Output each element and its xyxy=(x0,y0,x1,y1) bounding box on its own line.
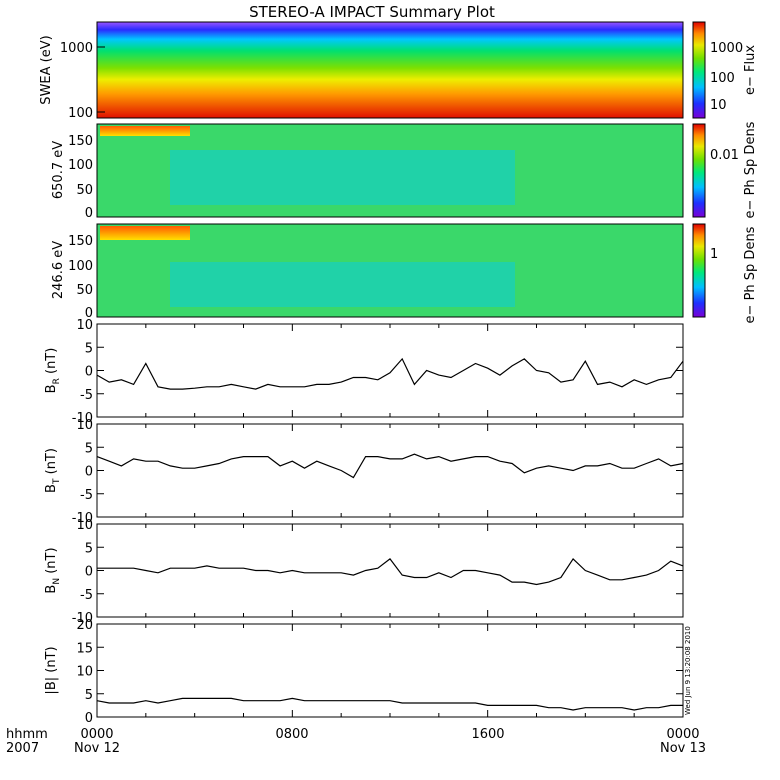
br-ytick-label: 0 xyxy=(85,365,93,380)
bt-ytick-label: -10 xyxy=(72,511,93,526)
x-axis-row1-label: hhmm xyxy=(6,727,48,742)
bt-frame xyxy=(96,423,684,518)
pad246-ytick-label: 50 xyxy=(76,283,93,298)
pad246-ytick-label: 150 xyxy=(68,234,93,249)
pad246-cbar-tick: 1 xyxy=(710,247,718,262)
x-tick-time: 0800 xyxy=(275,727,308,742)
bmag-ytick-label: 0 xyxy=(85,711,93,726)
bn-ylabel: BN (nT) xyxy=(44,547,62,593)
bmag-ytick-label: 20 xyxy=(76,618,93,633)
x-tick-time: 1600 xyxy=(471,727,504,742)
bt-panel: 10 5 0 -5 -10 BT (nT) xyxy=(44,418,684,526)
plot-timestamp: Wed Jun 9 13:20:08 2010 xyxy=(684,626,692,715)
pad650-ytick-label: 0 xyxy=(85,206,93,221)
br-panel: 10 5 0 -5 -10 BR (nT) xyxy=(44,318,684,426)
x-tick-date: Nov 13 xyxy=(660,741,706,756)
pad650-ytick-label: 100 xyxy=(68,158,93,173)
bmag-ytick-label: 5 xyxy=(85,688,93,703)
bt-ytick-label: 10 xyxy=(76,418,93,433)
pad246-hot-region xyxy=(100,226,190,240)
swea-cbar-tick: 10 xyxy=(710,98,727,113)
x-axis: hhmm 2007 0000 Nov 12 0800 1600 0000 Nov… xyxy=(6,727,706,756)
swea-ytick-label: 1000 xyxy=(60,41,93,56)
bn-ytick-label: 0 xyxy=(85,565,93,580)
pad650-colorbar xyxy=(692,123,706,218)
swea-panel: SWEA (eV) 1000 100 1000 100 10 e− Flux xyxy=(39,21,758,121)
bmag-ytick-label: 15 xyxy=(76,641,93,656)
pad650-frame xyxy=(96,123,684,218)
x-tick-time: 0000 xyxy=(666,727,699,742)
bmag-panel: 20 15 10 5 0 |B| (nT) xyxy=(44,618,684,726)
br-ytick-label: 10 xyxy=(76,318,93,333)
x-tick-date: Nov 12 xyxy=(74,741,120,756)
pad246-ylabel: 246.6 eV xyxy=(51,241,66,299)
pad650-panel: 650.7 eV 150 100 50 0 0.01 e− Ph Sp Dens xyxy=(51,121,758,221)
bmag-ytick-label: 10 xyxy=(76,665,93,680)
bt-ytick-label: -5 xyxy=(80,488,93,503)
swea-frame xyxy=(96,21,684,119)
pad650-hot-region xyxy=(100,126,190,136)
br-ytick-label: -10 xyxy=(72,411,93,426)
pad246-frame xyxy=(96,223,684,318)
swea-cbar-tick: 100 xyxy=(710,71,735,86)
bt-ytick-label: 0 xyxy=(85,465,93,480)
bn-frame xyxy=(96,523,684,618)
bt-series-line xyxy=(96,453,684,479)
swea-cbar-tick: 1000 xyxy=(710,41,743,56)
plot-title: STEREO-A IMPACT Summary Plot xyxy=(249,3,495,21)
bn-series-line xyxy=(97,557,684,586)
bn-ytick-label: 5 xyxy=(85,541,93,556)
x-axis-row2-label: 2007 xyxy=(6,741,39,756)
pad246-ytick-label: 0 xyxy=(85,306,93,321)
br-ytick-label: 5 xyxy=(85,341,93,356)
swea-ylabel: SWEA (eV) xyxy=(39,35,54,104)
pad246-dropout-region xyxy=(170,262,515,307)
br-ytick-label: -5 xyxy=(80,388,93,403)
swea-colorbar xyxy=(692,21,706,119)
pad650-ytick-label: 50 xyxy=(76,183,93,198)
bt-ytick-label: 5 xyxy=(85,441,93,456)
bmag-series-line xyxy=(96,697,683,711)
bt-ylabel: BT (nT) xyxy=(44,448,62,493)
bn-panel: 10 5 0 -5 -10 BN (nT) xyxy=(44,518,684,626)
br-ylabel: BR (nT) xyxy=(44,348,62,394)
pad246-colorbar xyxy=(692,223,706,318)
pad246-ytick-label: 100 xyxy=(68,259,93,274)
bmag-frame xyxy=(96,623,684,718)
swea-spectrogram xyxy=(97,22,683,118)
pad650-cbar-tick: 0.01 xyxy=(710,148,739,163)
bmag-ylabel: |B| (nT) xyxy=(44,646,59,694)
pad650-cbar-label: e− Ph Sp Dens xyxy=(743,121,758,218)
pad650-ylabel: 650.7 eV xyxy=(51,141,66,199)
br-series-line xyxy=(96,357,684,390)
pad246-panel: 246.6 eV 150 100 50 0 1 e− Ph Sp Dens xyxy=(51,223,758,323)
swea-cbar-label: e− Flux xyxy=(743,45,758,95)
magnetic-field-panels: 10 5 0 -5 -10 BR (nT) 10 5 0 -5 -10 BT (nT) 10 5 0 -5 -1… xyxy=(44,318,684,726)
bn-ytick-label: 10 xyxy=(76,518,93,533)
pad650-ytick-label: 150 xyxy=(68,134,93,149)
swea-ytick-label: 100 xyxy=(68,106,93,121)
br-frame xyxy=(96,323,684,418)
bn-ytick-label: -10 xyxy=(72,611,93,626)
pad650-dropout-region xyxy=(170,150,515,205)
x-tick-time: 0000 xyxy=(80,727,113,742)
pad246-cbar-label: e− Ph Sp Dens xyxy=(743,226,758,323)
bn-ytick-label: -5 xyxy=(80,588,93,603)
